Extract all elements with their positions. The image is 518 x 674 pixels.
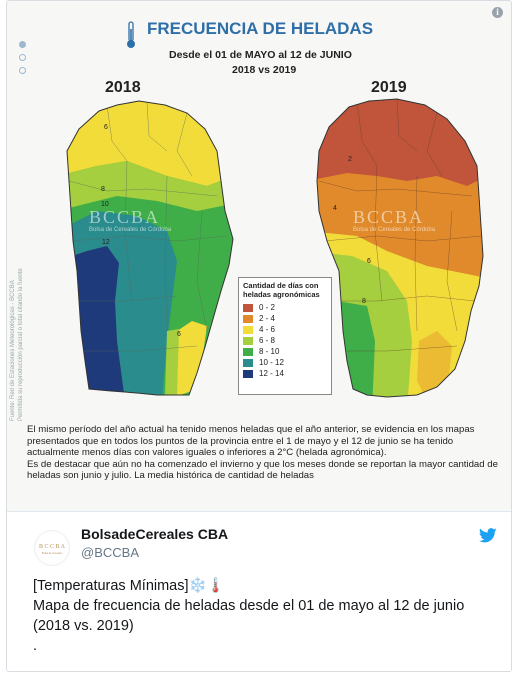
infographic-body-text: El mismo período del año actual ha tenid…	[27, 424, 505, 482]
map-2018-contour-label: 12	[102, 239, 110, 246]
legend-item: 0 - 2	[243, 302, 327, 313]
legend-item: 8 - 10	[243, 346, 327, 357]
map-2018: 6 8 10 12 6	[66, 100, 234, 396]
tweet-line: Mapa de frecuencia de heladas desde el 0…	[33, 598, 465, 634]
svg-text:Bolsa de Cereales: Bolsa de Cereales	[42, 552, 63, 555]
year-2019-label: 2019	[371, 79, 407, 96]
legend-swatch	[243, 358, 253, 367]
info-icon[interactable]: i	[492, 7, 503, 18]
legend-swatch	[243, 314, 253, 323]
avatar[interactable]: B C C B A Bolsa de Cereales	[34, 530, 70, 566]
watermark-subtitle: Bolsa de Cereales de Córdoba	[353, 227, 436, 233]
legend-item: 4 - 6	[243, 324, 327, 335]
map-2019-contour-label: 4	[333, 205, 337, 212]
infographic-subtitle: Desde el 01 de MAYO al 12 de JUNIO	[169, 49, 352, 61]
legend-item: 6 - 8	[243, 335, 327, 346]
legend-swatch	[243, 303, 253, 312]
embedded-tweet-card[interactable]: i FRECUENCIA DE HELADAS Desde el 01 de M…	[6, 0, 512, 672]
infographic-title: FRECUENCIA DE HELADAS	[147, 19, 374, 38]
map-2018-contour-label: 8	[101, 186, 105, 193]
carousel-dots	[19, 41, 26, 80]
map-2018-contour-label: 6	[104, 124, 108, 131]
legend-swatch	[243, 325, 253, 334]
body-paragraph: El mismo período del año actual ha tenid…	[27, 424, 475, 459]
tweet-line: .	[33, 638, 38, 654]
map-2019-contour-label: 8	[362, 298, 366, 305]
tweet-line: [Temperaturas Mínimas]❄️🌡️	[33, 578, 225, 594]
map-2019-contour-label: 2	[348, 156, 352, 163]
carousel-dot	[19, 67, 26, 74]
map-2018-contour-label: 10	[101, 201, 109, 208]
map-2019: 2 4 6 8	[316, 98, 484, 398]
bccba-logo-icon: B C C B A Bolsa de Cereales	[39, 544, 66, 555]
map-legend: Cantidad de días con heladas agronómicas…	[238, 277, 332, 395]
map-2018-contour-label: 6	[177, 331, 181, 338]
watermark-logo: BCCBA	[353, 207, 425, 227]
twitter-bird-icon[interactable]	[479, 528, 497, 543]
carousel-dot	[19, 41, 26, 48]
legend-swatch	[243, 347, 253, 356]
body-paragraph: Es de destacar que aún no ha comenzado e…	[27, 458, 498, 482]
map-2019-contour-label: 6	[367, 258, 371, 265]
legend-item: 10 - 12	[243, 357, 327, 368]
legend-title: Cantidad de días con heladas agronómicas	[243, 281, 320, 299]
tweet-body: B C C B A Bolsa de Cereales BolsadeCerea…	[7, 511, 511, 671]
thermometer-icon	[127, 21, 135, 48]
infographic-image[interactable]: i FRECUENCIA DE HELADAS Desde el 01 de M…	[7, 1, 511, 511]
carousel-dot	[19, 54, 26, 61]
account-name[interactable]: BolsadeCereales CBA	[81, 526, 229, 542]
year-2018-label: 2018	[105, 79, 141, 96]
watermark-logo: BCCBA	[89, 207, 161, 227]
tweet-text: [Temperaturas Mínimas]❄️🌡️ Mapa de frecu…	[33, 576, 503, 656]
infographic-comparison: 2018 vs 2019	[232, 64, 297, 76]
legend-item: 2 - 4	[243, 313, 327, 324]
watermark-subtitle: Bolsa de Cereales de Córdoba	[89, 227, 172, 233]
svg-text:B C C B A: B C C B A	[39, 544, 66, 550]
legend-swatch	[243, 369, 253, 378]
legend-swatch	[243, 336, 253, 345]
legend-item: 12 - 14	[243, 368, 327, 379]
account-handle[interactable]: @BCCBA	[81, 545, 139, 560]
